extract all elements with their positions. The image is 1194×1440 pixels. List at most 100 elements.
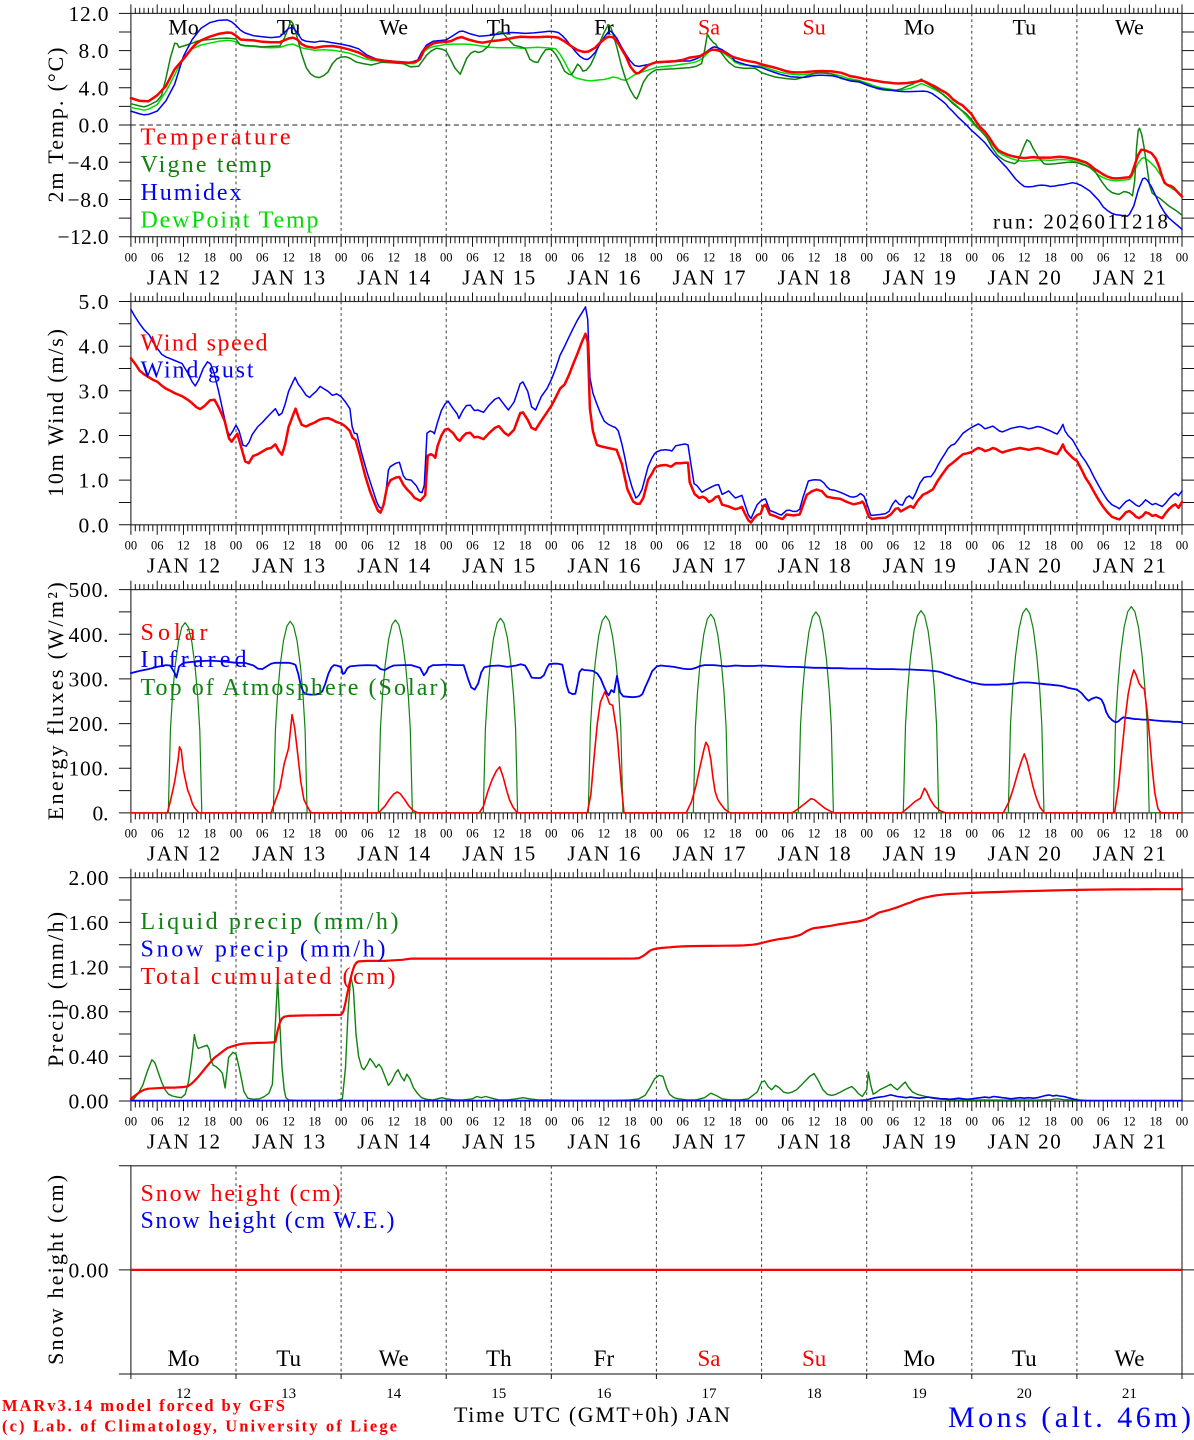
svg-text:06: 06	[256, 539, 269, 553]
svg-text:06: 06	[466, 827, 479, 841]
svg-text:Total cumulated (cm): Total cumulated (cm)	[141, 964, 396, 990]
svg-text:100.: 100.	[69, 757, 109, 781]
svg-text:JAN 17: JAN 17	[673, 842, 746, 866]
svg-text:12: 12	[177, 251, 190, 265]
svg-text:18: 18	[1044, 251, 1057, 265]
svg-text:21: 21	[1122, 1386, 1137, 1402]
svg-text:18: 18	[1044, 1115, 1057, 1129]
svg-text:13: 13	[281, 1386, 296, 1402]
svg-text:18: 18	[834, 251, 847, 265]
svg-text:00: 00	[230, 251, 243, 265]
svg-text:Temperature: Temperature	[141, 124, 291, 150]
svg-text:00: 00	[440, 1115, 453, 1129]
svg-text:12: 12	[176, 1386, 191, 1402]
svg-text:0.00: 0.00	[69, 1090, 109, 1114]
svg-text:JAN 14: JAN 14	[357, 554, 431, 578]
svg-text:00: 00	[860, 539, 873, 553]
svg-text:18: 18	[834, 1115, 847, 1129]
svg-text:12: 12	[598, 251, 611, 265]
svg-text:12: 12	[1123, 1115, 1136, 1129]
svg-text:Sa: Sa	[698, 1346, 721, 1371]
svg-text:06: 06	[676, 251, 689, 265]
svg-text:18: 18	[939, 251, 952, 265]
svg-text:12: 12	[493, 827, 506, 841]
svg-text:00: 00	[1071, 539, 1084, 553]
svg-text:Infrared: Infrared	[141, 647, 247, 673]
svg-text:MARv3.14 model forced by GFS: MARv3.14 model forced by GFS	[2, 1396, 285, 1415]
svg-text:00: 00	[1071, 251, 1084, 265]
svg-text:JAN 20: JAN 20	[988, 842, 1061, 866]
svg-text:00: 00	[545, 251, 558, 265]
svg-text:3.0: 3.0	[79, 379, 109, 403]
svg-text:500.: 500.	[69, 578, 109, 602]
svg-text:00: 00	[440, 251, 453, 265]
svg-text:JAN 16: JAN 16	[567, 266, 640, 290]
svg-text:(c) Lab. of Climatology, Unive: (c) Lab. of Climatology, University of L…	[2, 1417, 397, 1436]
svg-text:00: 00	[650, 539, 663, 553]
svg-text:Snow height (cm W.E.): Snow height (cm W.E.)	[141, 1208, 395, 1234]
svg-text:Fr: Fr	[594, 1346, 615, 1371]
svg-text:Mo: Mo	[168, 1346, 200, 1371]
svg-text:18: 18	[729, 539, 742, 553]
svg-text:JAN 14: JAN 14	[357, 266, 431, 290]
svg-text:18: 18	[519, 251, 532, 265]
svg-text:15: 15	[491, 1386, 506, 1402]
svg-text:12: 12	[598, 539, 611, 553]
svg-text:00: 00	[230, 539, 243, 553]
svg-text:00: 00	[545, 1115, 558, 1129]
svg-text:06: 06	[571, 1115, 584, 1129]
svg-text:06: 06	[361, 251, 374, 265]
svg-text:JAN 15: JAN 15	[462, 554, 535, 578]
svg-text:JAN 15: JAN 15	[462, 842, 535, 866]
svg-text:18: 18	[1149, 1115, 1162, 1129]
svg-text:JAN 15: JAN 15	[462, 266, 535, 290]
svg-text:JAN 20: JAN 20	[988, 554, 1061, 578]
svg-text:Mons (alt. 46m): Mons (alt. 46m)	[948, 1401, 1191, 1434]
svg-text:18: 18	[203, 539, 216, 553]
svg-text:JAN 19: JAN 19	[883, 842, 956, 866]
svg-text:run: 2026011218: run: 2026011218	[993, 210, 1168, 234]
svg-text:00: 00	[230, 1115, 243, 1129]
svg-text:06: 06	[992, 1115, 1005, 1129]
svg-text:We: We	[1114, 1346, 1144, 1371]
svg-text:06: 06	[151, 1115, 164, 1129]
svg-text:12: 12	[598, 827, 611, 841]
svg-text:18: 18	[414, 827, 427, 841]
svg-text:18: 18	[939, 1115, 952, 1129]
svg-text:06: 06	[992, 251, 1005, 265]
svg-text:JAN 15: JAN 15	[462, 1130, 535, 1154]
svg-text:12: 12	[493, 1115, 506, 1129]
svg-text:18: 18	[624, 539, 637, 553]
svg-text:06: 06	[361, 827, 374, 841]
svg-text:06: 06	[151, 827, 164, 841]
svg-text:18: 18	[519, 1115, 532, 1129]
svg-text:16: 16	[596, 1386, 612, 1402]
svg-text:−12.0: −12.0	[58, 225, 109, 249]
svg-text:00: 00	[650, 251, 663, 265]
svg-text:JAN 13: JAN 13	[252, 266, 325, 290]
svg-text:4.0: 4.0	[79, 76, 109, 100]
svg-text:JAN 20: JAN 20	[988, 266, 1061, 290]
svg-text:18: 18	[1149, 827, 1162, 841]
svg-text:12: 12	[808, 251, 821, 265]
svg-text:Su: Su	[802, 15, 825, 40]
svg-text:JAN 14: JAN 14	[357, 842, 431, 866]
svg-text:JAN 14: JAN 14	[357, 1130, 431, 1154]
svg-text:400.: 400.	[69, 623, 109, 647]
svg-text:18: 18	[729, 251, 742, 265]
svg-text:JAN 16: JAN 16	[567, 1130, 640, 1154]
svg-text:JAN 16: JAN 16	[567, 554, 640, 578]
svg-text:06: 06	[992, 539, 1005, 553]
svg-text:00: 00	[230, 827, 243, 841]
svg-text:18: 18	[203, 251, 216, 265]
svg-text:12: 12	[1123, 251, 1136, 265]
svg-text:06: 06	[466, 1115, 479, 1129]
svg-text:Tu: Tu	[276, 1346, 301, 1371]
svg-text:JAN 12: JAN 12	[147, 554, 220, 578]
svg-text:12: 12	[493, 251, 506, 265]
svg-text:18: 18	[519, 539, 532, 553]
svg-text:10m Wind (m/s): 10m Wind (m/s)	[43, 329, 68, 497]
svg-text:06: 06	[361, 1115, 374, 1129]
svg-text:8.0: 8.0	[79, 39, 109, 63]
svg-text:12: 12	[808, 539, 821, 553]
